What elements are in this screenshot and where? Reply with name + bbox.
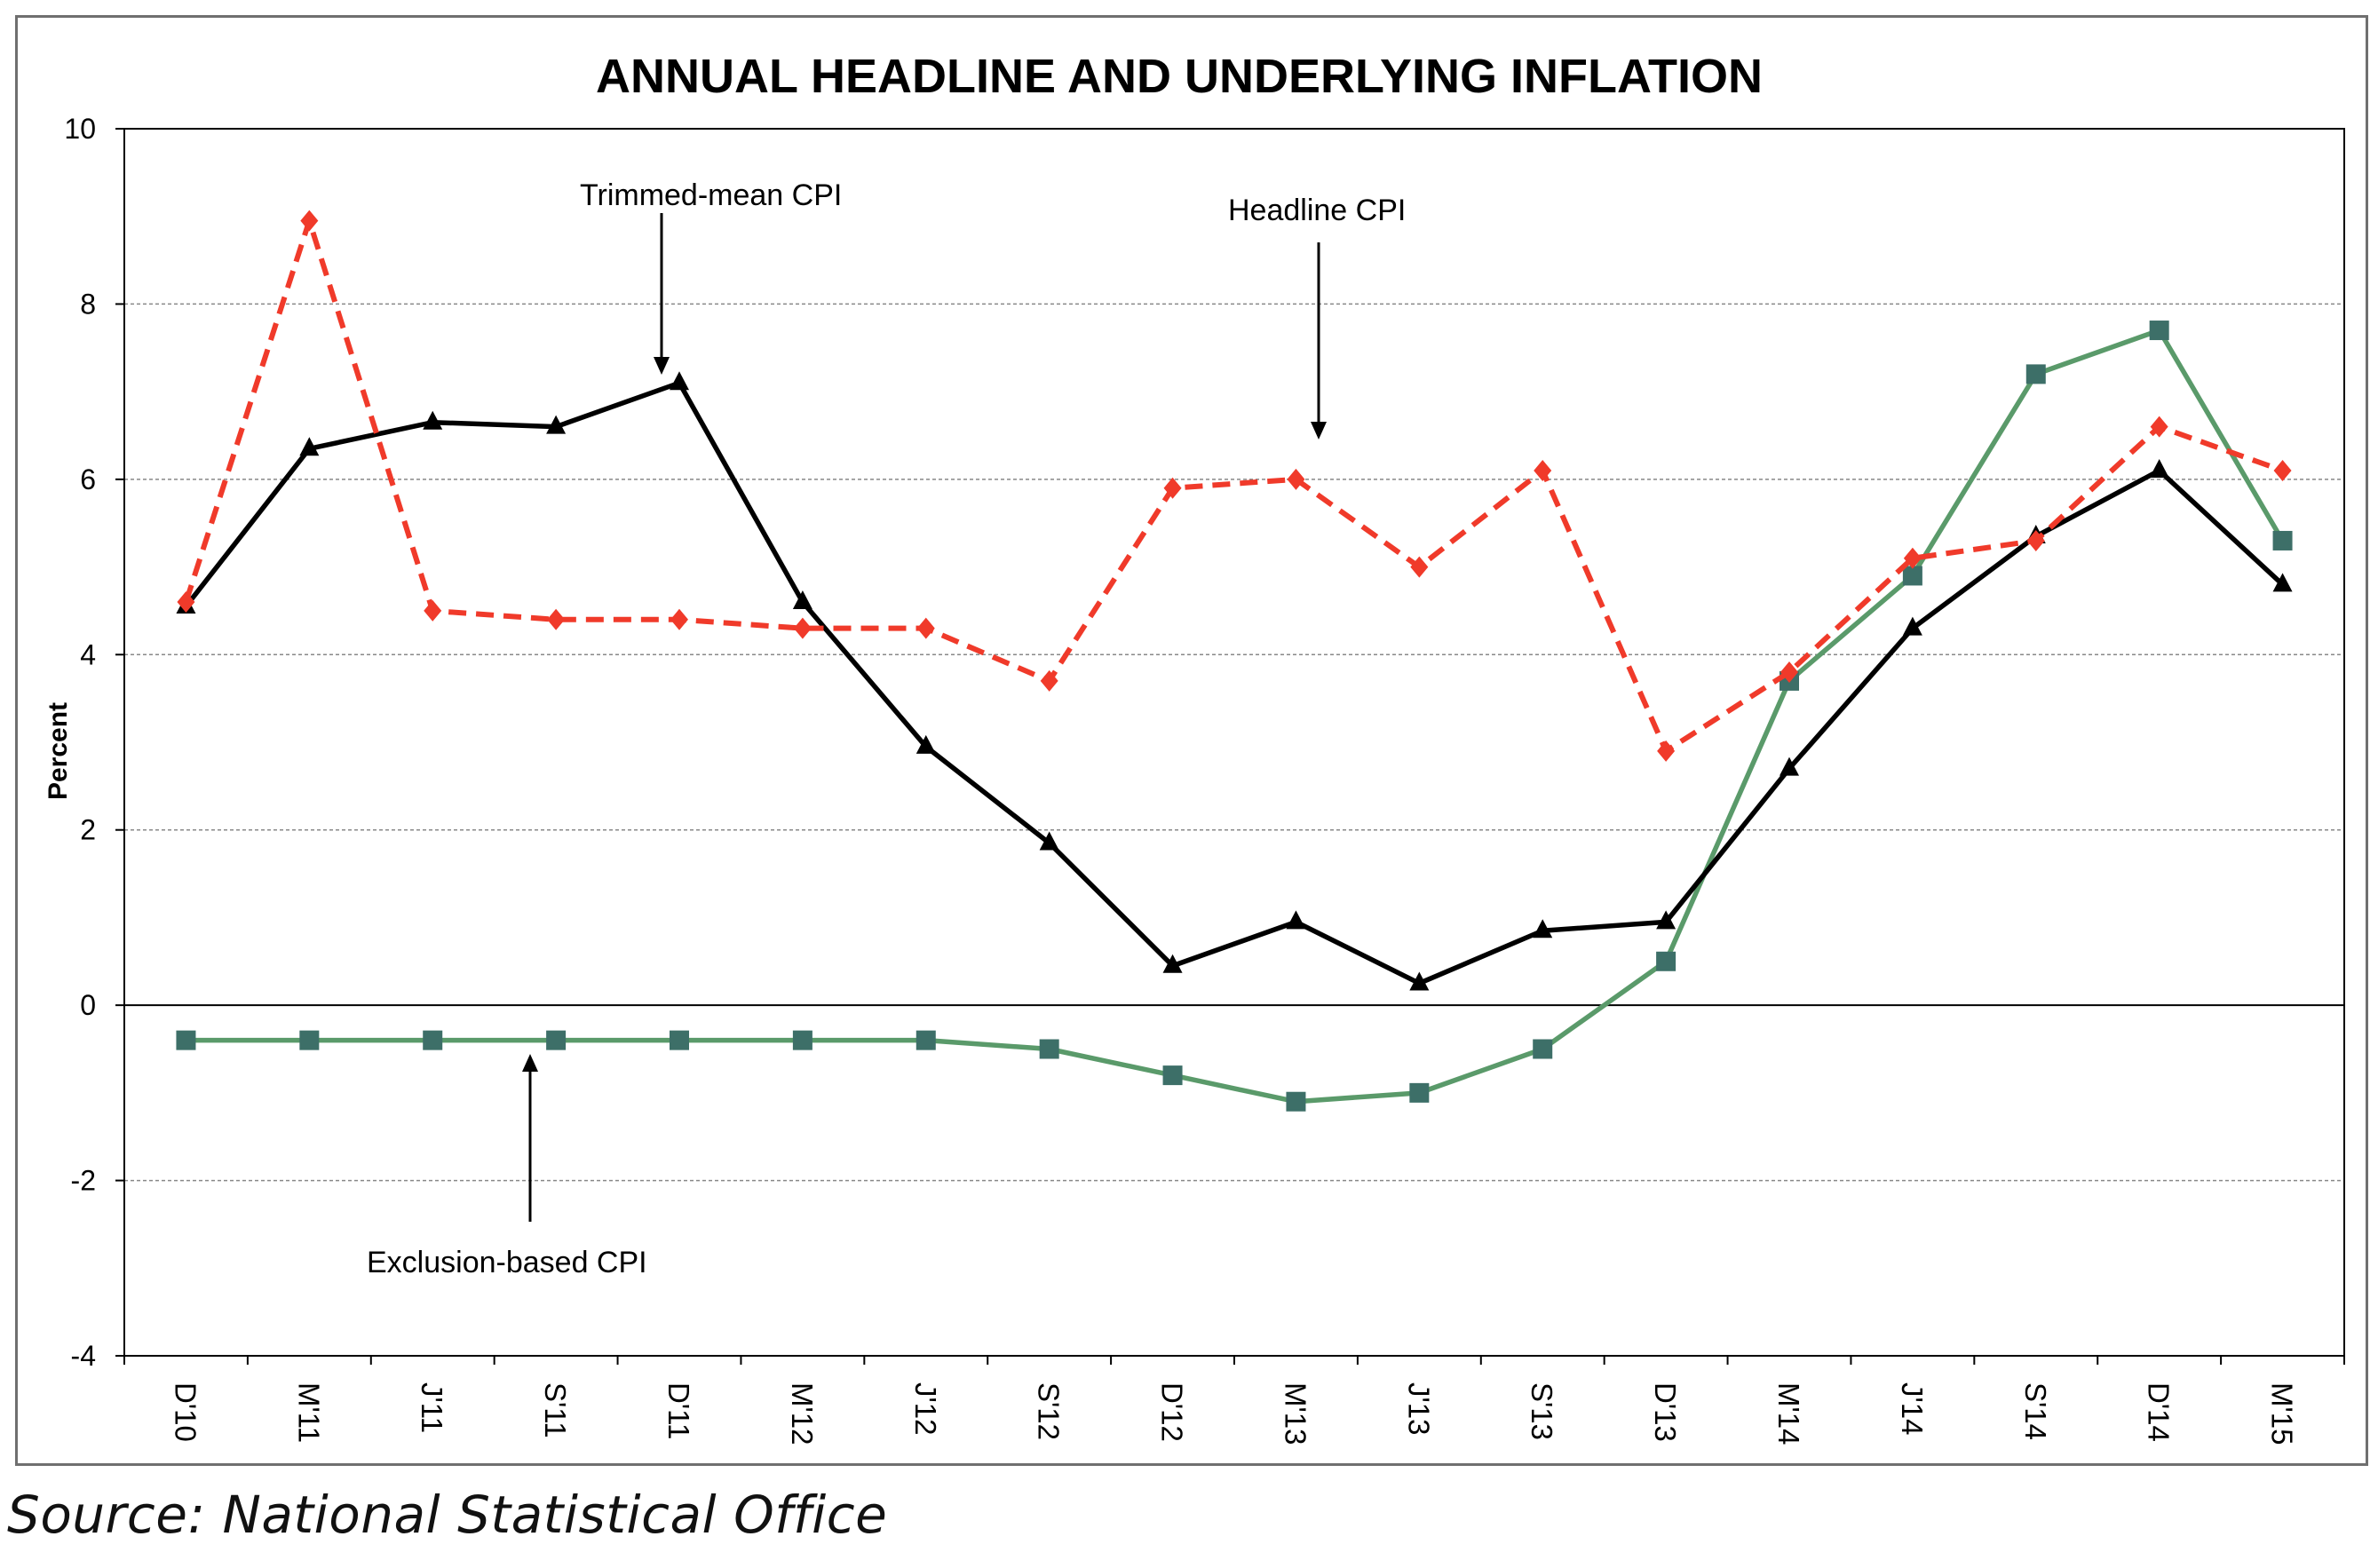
- y-axis-title: Percent: [44, 702, 73, 800]
- x-tick-label: D'11: [662, 1382, 695, 1439]
- headline-cpi-point: [1163, 477, 1182, 499]
- y-tick-label: 10: [64, 113, 96, 145]
- x-tick-label: S'14: [2019, 1382, 2052, 1440]
- annotation-arrowhead: [1311, 422, 1327, 440]
- exclusion-based-cpi-point: [916, 1030, 936, 1050]
- exclusion-based-cpi-point: [2025, 364, 2046, 384]
- trimmed-mean-cpi-point: [916, 734, 936, 754]
- headline-cpi-point: [916, 617, 935, 639]
- trimmed-mean-cpi-point: [792, 590, 812, 610]
- x-tick-label: M'15: [2266, 1382, 2299, 1445]
- x-tick-label: D'13: [1649, 1382, 1682, 1442]
- plot-area-border: [123, 128, 2345, 1357]
- x-tick-label: S'13: [1526, 1382, 1558, 1440]
- exclusion-based-cpi-point: [1286, 1091, 1306, 1112]
- series-layer: [176, 210, 2293, 1112]
- x-tick-label: M'14: [1772, 1382, 1805, 1445]
- exclusion-based-cpi-point: [1162, 1065, 1183, 1086]
- source-note: Source: National Statistical Office: [7, 1485, 888, 1545]
- x-tick-label: S'12: [1033, 1382, 1066, 1440]
- headline-cpi-point: [1040, 669, 1058, 692]
- trimmed-mean-cpi-point: [1039, 831, 1059, 851]
- exclusion-based-cpi-point: [2272, 530, 2293, 550]
- x-tick-label: M'12: [786, 1382, 819, 1445]
- trimmed-mean-cpi-point: [1409, 971, 1430, 991]
- trimmed-mean-cpi-point: [1902, 616, 1922, 636]
- headline-cpi-point: [424, 599, 442, 622]
- y-tick-label: 8: [80, 288, 96, 320]
- trimmed-mean-cpi-point: [299, 437, 320, 456]
- trimmed-mean-cpi-point: [670, 371, 689, 391]
- trimmed-mean-cpi-point: [423, 410, 443, 430]
- x-tick-label: D'14: [2143, 1382, 2176, 1442]
- trimmed-mean-cpi-point: [1286, 910, 1306, 930]
- x-tick-label: D'12: [1156, 1382, 1189, 1442]
- exclusion-based-cpi-point: [2149, 321, 2169, 341]
- annotation-label: Headline CPI: [1228, 194, 1406, 227]
- trimmed-mean-cpi-point: [1162, 954, 1183, 973]
- headline-cpi-point: [2273, 459, 2292, 481]
- x-tick-label: M'11: [292, 1382, 325, 1443]
- exclusion-based-cpi-point: [1409, 1082, 1430, 1103]
- exclusion-based-cpi-point: [299, 1030, 320, 1050]
- exclusion-based-cpi-point: [792, 1030, 812, 1050]
- annotation-label: Trimmed-mean CPI: [580, 178, 842, 212]
- headline-cpi-point: [1287, 468, 1305, 490]
- trimmed-mean-cpi-point: [546, 415, 567, 434]
- headline-cpi-point: [547, 608, 566, 630]
- headline-cpi-point: [300, 210, 319, 232]
- headline-cpi-line: [183, 218, 2284, 754]
- headline-cpi-point: [1534, 459, 1552, 481]
- annotation-layer: Trimmed-mean CPI Headline CPI Exclusion-ba…: [367, 178, 1406, 1279]
- trimmed-mean-cpi-point: [1780, 756, 1799, 776]
- headline-cpi-point: [670, 608, 688, 630]
- headline-cpi-point: [177, 591, 195, 614]
- axis-layer: 10 8 6 4 2 0 -2 -4 D'10 M'11 J'11 S'11 D'11 M'12 J'12 S…: [64, 113, 2345, 1445]
- exclusion-based-cpi-line: [186, 328, 2285, 1105]
- x-tick-label: M'13: [1279, 1382, 1312, 1445]
- x-tick-label: J'11: [416, 1382, 448, 1433]
- x-tick-label: J'14: [1896, 1382, 1929, 1436]
- y-tick-label: -2: [71, 1165, 96, 1197]
- exclusion-based-cpi-point: [670, 1030, 689, 1050]
- headline-cpi-point: [1410, 556, 1429, 578]
- y-tick-label: 2: [80, 814, 96, 846]
- exclusion-based-cpi-point: [423, 1030, 443, 1050]
- trimmed-mean-cpi-point: [2272, 573, 2293, 592]
- headline-cpi-point: [1657, 740, 1676, 762]
- exclusion-based-cpi-point: [1039, 1039, 1059, 1059]
- y-tick-label: 6: [80, 463, 96, 495]
- y-tick-label: 0: [80, 989, 96, 1021]
- exclusion-based-cpi-point: [1902, 566, 1922, 586]
- grid-layer: [124, 303, 2344, 1182]
- exclusion-based-cpi-point: [1533, 1039, 1553, 1059]
- x-tick-label: D'10: [169, 1382, 202, 1442]
- chart-frame: [15, 15, 2368, 1466]
- x-tick-label: J'13: [1402, 1382, 1435, 1436]
- headline-cpi-point: [1780, 661, 1798, 684]
- trimmed-mean-cpi-line: [184, 380, 2285, 986]
- annotation-arrowhead: [654, 357, 670, 375]
- x-tick-label: S'11: [539, 1382, 572, 1438]
- exclusion-based-cpi-point: [1656, 951, 1676, 971]
- y-tick-label: -4: [71, 1340, 96, 1372]
- headline-cpi-point: [2026, 529, 2045, 551]
- chart-title: ANNUAL HEADLINE AND UNDERLYING INFLATION: [596, 50, 1763, 103]
- exclusion-based-cpi-point: [176, 1030, 196, 1050]
- x-tick-label: J'12: [909, 1382, 942, 1436]
- trimmed-mean-cpi-point: [1656, 910, 1676, 930]
- headline-cpi-point: [793, 617, 812, 639]
- trimmed-mean-cpi-point: [1533, 919, 1553, 938]
- annotation-arrowhead: [522, 1054, 538, 1072]
- exclusion-based-cpi-point: [546, 1030, 567, 1050]
- headline-cpi-point: [2150, 416, 2168, 438]
- annotation-label: Exclusion-based CPI: [367, 1246, 647, 1279]
- trimmed-mean-cpi-point: [2149, 458, 2169, 478]
- y-tick-label: 4: [80, 638, 96, 670]
- headline-cpi-point: [1903, 547, 1922, 569]
